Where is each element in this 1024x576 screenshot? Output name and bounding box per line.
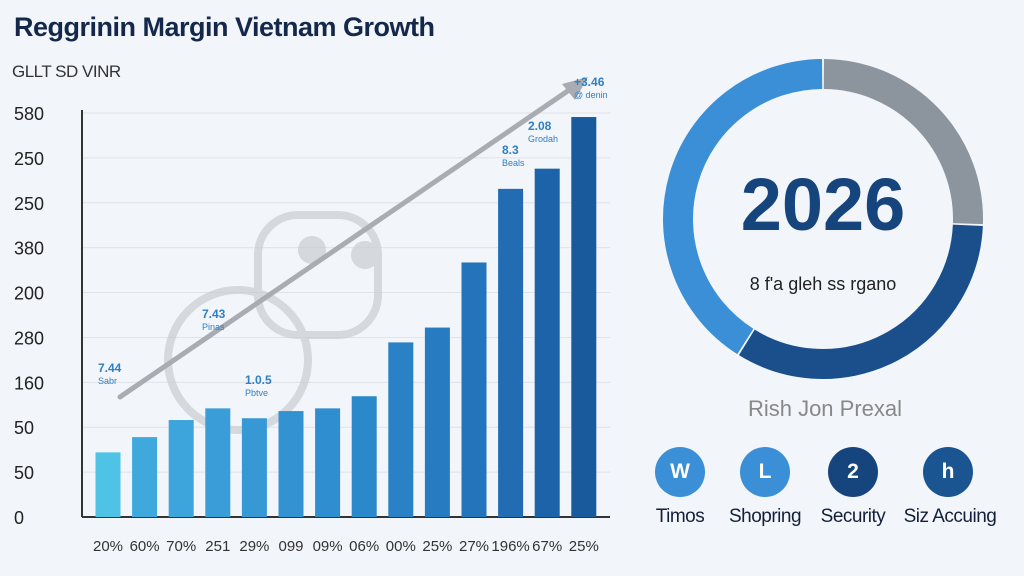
bar: [95, 452, 121, 517]
y-tick-label: 280: [14, 328, 44, 348]
annotation-value: 1.0.5: [245, 373, 272, 387]
x-tick-label: 27%: [459, 538, 489, 555]
legend-badge-icon: h: [923, 447, 973, 497]
x-tick-label: 196%: [491, 538, 529, 555]
x-tick-label: 29%: [239, 538, 269, 555]
bar: [461, 262, 487, 517]
watermark-eye: [298, 236, 326, 264]
x-tick-label: 09%: [313, 538, 343, 555]
bar: [205, 408, 231, 517]
legend-badge-icon: W: [655, 447, 705, 497]
x-tick-label: 25%: [569, 538, 599, 555]
x-tick-label: 70%: [166, 538, 196, 555]
x-tick-label: 67%: [532, 538, 562, 555]
chart-subtitle: GLLT SD VINR: [12, 62, 121, 81]
x-tick-label: 25%: [422, 538, 452, 555]
trend-arrowhead-icon: [562, 77, 588, 100]
annotation-label: Pinas: [202, 322, 225, 332]
annotation-label: Pbtve: [245, 388, 268, 398]
y-tick-label: 250: [14, 194, 44, 214]
y-tick-label: 50: [14, 463, 34, 483]
y-tick-label: 160: [14, 373, 44, 393]
legend-label: Security: [820, 506, 886, 527]
annotation-label: Sabr: [98, 376, 117, 386]
annotation-label: @ denin: [574, 90, 608, 100]
bar: [241, 418, 267, 517]
x-tick-label: 20%: [93, 538, 123, 555]
bar: [168, 420, 194, 517]
annotation-value: 7.43: [202, 307, 226, 321]
donut-center-year: 2026: [740, 163, 906, 246]
legend-label: Timos: [655, 506, 705, 527]
y-tick-label: 200: [14, 284, 44, 304]
legend-label: Siz Accuing: [903, 506, 997, 527]
annotation-value: 2.08: [528, 119, 552, 133]
bar: [351, 396, 377, 517]
bar: [571, 117, 597, 517]
x-tick-label: 60%: [130, 538, 160, 555]
watermark-circle: [164, 286, 312, 434]
y-tick-label: 250: [14, 149, 44, 169]
y-tick-label: 0: [14, 508, 24, 528]
y-tick-label: 50: [14, 418, 34, 438]
trend-arrow: [117, 83, 578, 400]
annotation-value: 7.44: [98, 361, 122, 375]
x-tick-label: 00%: [386, 538, 416, 555]
bar-chart: 0 50 50 160 280 200 380 250 250 580 20% 60% 70% 251 29…: [14, 75, 610, 555]
annotation-label: Beals: [502, 158, 525, 168]
x-tick-label: 251: [205, 538, 230, 555]
legend-badge-icon: 2: [828, 447, 878, 497]
watermark-icon: [164, 211, 382, 434]
watermark-box: [254, 211, 382, 339]
y-tick-label: 580: [14, 104, 44, 124]
bar: [388, 342, 414, 517]
bar: [315, 408, 341, 517]
legend-badge-icon: L: [740, 447, 790, 497]
chart-title: Reggrinin Margin Vietnam Growth: [14, 12, 435, 42]
annotation-label: Grodah: [528, 134, 558, 144]
x-tick-label: 099: [278, 538, 303, 555]
bar: [424, 327, 450, 517]
annotation-value: +3.46: [574, 75, 605, 89]
legend-title: Rish Jon Prexal: [747, 396, 903, 421]
annotation-value: 8.3: [502, 143, 519, 157]
bar: [132, 437, 158, 517]
bar: [498, 188, 524, 517]
bar: [278, 411, 304, 517]
y-tick-label: 380: [14, 239, 44, 259]
watermark-eye: [351, 241, 379, 269]
donut-center-subtext: 8 f'a gleh ss rgano: [749, 274, 897, 294]
bar: [534, 168, 560, 517]
x-tick-label: 06%: [349, 538, 379, 555]
legend-label: Shopring: [728, 506, 802, 527]
